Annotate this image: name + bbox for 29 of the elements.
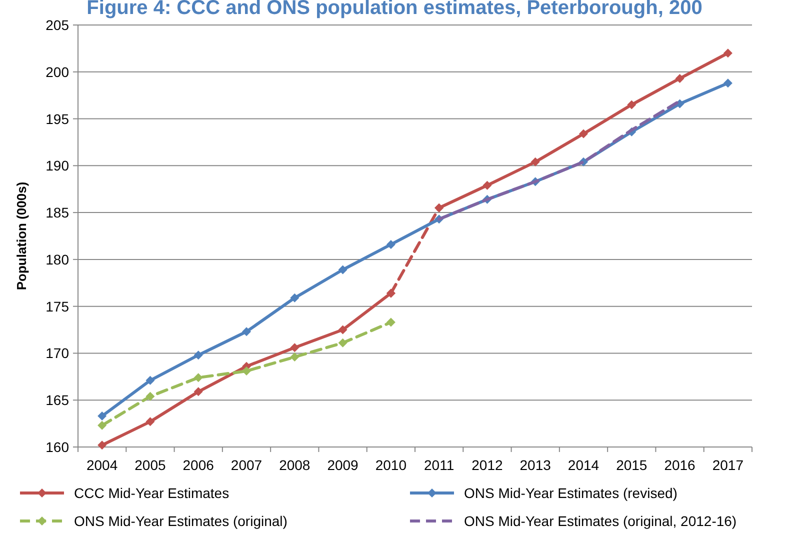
y-tick-label: 185 [46, 204, 70, 221]
y-tick-label: 175 [46, 298, 70, 314]
x-tick-label: 2012 [472, 457, 503, 473]
y-tick-label: 160 [46, 439, 70, 455]
x-tick-label: 2013 [520, 457, 552, 473]
legend-label: ONS Mid-Year Estimates (revised) [464, 485, 678, 501]
x-tick-label: 2017 [712, 457, 744, 473]
x-tick-label: 2016 [664, 457, 696, 473]
x-tick-label: 2009 [327, 457, 359, 473]
y-tick-label: 195 [46, 110, 70, 127]
x-tick-label: 2004 [86, 457, 118, 473]
x-tick-label: 2014 [568, 457, 600, 473]
y-tick-label: 205 [46, 17, 70, 33]
x-tick-label: 2010 [375, 457, 407, 473]
x-tick-label: 2007 [230, 457, 262, 473]
x-tick-label: 2015 [616, 457, 648, 473]
y-tick-label: 190 [46, 158, 70, 174]
y-tick-label: 200 [46, 64, 70, 80]
x-tick-label: 2006 [182, 457, 214, 473]
y-tick-label: 170 [46, 345, 70, 362]
legend-label: ONS Mid-Year Estimates (original, 2012-16) [464, 513, 737, 529]
x-tick-label: 2008 [279, 457, 310, 473]
y-axis-title: Population (000s) [14, 182, 29, 290]
legend-label: CCC Mid-Year Estimates [74, 485, 230, 501]
y-tick-label: 165 [46, 392, 70, 408]
y-tick-label: 180 [46, 251, 70, 268]
x-tick-label: 2011 [424, 457, 454, 473]
x-tick-label: 2005 [134, 457, 166, 473]
legend-label: ONS Mid-Year Estimates (original) [74, 513, 288, 529]
